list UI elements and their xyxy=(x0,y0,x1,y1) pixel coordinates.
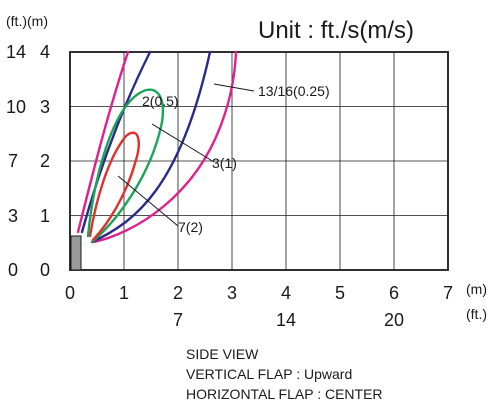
velocity-curves xyxy=(78,52,236,242)
y-tick-ft-7: 7 xyxy=(8,151,18,171)
y-tick-ft-0: 0 xyxy=(8,260,18,280)
x-axis-ticks-ft: 7 14 20 xyxy=(173,310,404,330)
caption-side-view: SIDE VIEW xyxy=(186,344,383,364)
caption-block: SIDE VIEW VERTICAL FLAP : Upward HORIZON… xyxy=(186,344,383,404)
y-tick-m-2: 2 xyxy=(40,151,50,171)
unit-label: Unit : ft./s(m/s) xyxy=(258,17,414,44)
x-tick-m-1: 1 xyxy=(119,283,129,303)
leader-13-16 xyxy=(214,84,254,91)
curve-label-13-16-0-25: 13/16(0.25) xyxy=(258,83,330,99)
y-tick-ft-3: 3 xyxy=(8,206,18,226)
y-tick-ft-10: 10 xyxy=(6,97,26,117)
x-tick-m-2: 2 xyxy=(173,283,183,303)
caption-horizontal-flap: HORIZONTAL FLAP : CENTER xyxy=(186,384,383,404)
leader-3-1 xyxy=(152,124,214,162)
caption-vertical-flap: VERTICAL FLAP : Upward xyxy=(186,364,383,384)
x-tick-ft-20: 20 xyxy=(384,310,404,330)
y-axis-ticks: 0 3 7 10 14 0 1 2 3 4 xyxy=(6,42,50,280)
x-tick-ft-14: 14 xyxy=(276,310,296,330)
curve-2-0-5 xyxy=(82,52,210,242)
x-axis-ft-unit: (ft.) xyxy=(466,306,487,322)
y-tick-ft-14: 14 xyxy=(6,42,26,62)
curve-7-2 xyxy=(90,133,139,240)
x-tick-m-6: 6 xyxy=(389,283,399,303)
curve-3-1 xyxy=(88,90,163,242)
x-tick-m-4: 4 xyxy=(281,283,291,303)
x-tick-m-5: 5 xyxy=(335,283,345,303)
curve-13-16-0-25 xyxy=(78,52,236,242)
y-tick-m-4: 4 xyxy=(40,42,50,62)
x-tick-m-7: 7 xyxy=(443,283,453,303)
x-tick-ft-7: 7 xyxy=(173,310,183,330)
curve-label-2-0-5: 2(0.5) xyxy=(142,93,179,109)
curve-label-3-1: 3(1) xyxy=(212,155,237,171)
y-tick-m-1: 1 xyxy=(40,206,50,226)
y-tick-m-0: 0 xyxy=(40,260,50,280)
x-tick-m-0: 0 xyxy=(65,283,75,303)
indoor-unit-block xyxy=(71,236,81,270)
y-axis-unit-label: (ft.)(m) xyxy=(6,13,48,29)
x-tick-m-3: 3 xyxy=(227,283,237,303)
x-axis-m-unit: (m) xyxy=(466,281,487,297)
curve-label-7-2: 7(2) xyxy=(178,219,203,235)
x-axis-ticks-m: 0 1 2 3 4 5 6 7 xyxy=(65,283,453,303)
y-tick-m-3: 3 xyxy=(40,97,50,117)
